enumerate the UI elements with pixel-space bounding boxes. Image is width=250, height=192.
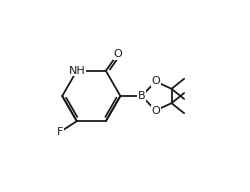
Text: O: O — [113, 49, 122, 59]
Text: O: O — [151, 76, 160, 86]
Text: F: F — [57, 127, 64, 137]
Text: O: O — [151, 106, 160, 116]
Text: NH: NH — [68, 66, 85, 76]
Text: B: B — [138, 91, 145, 101]
